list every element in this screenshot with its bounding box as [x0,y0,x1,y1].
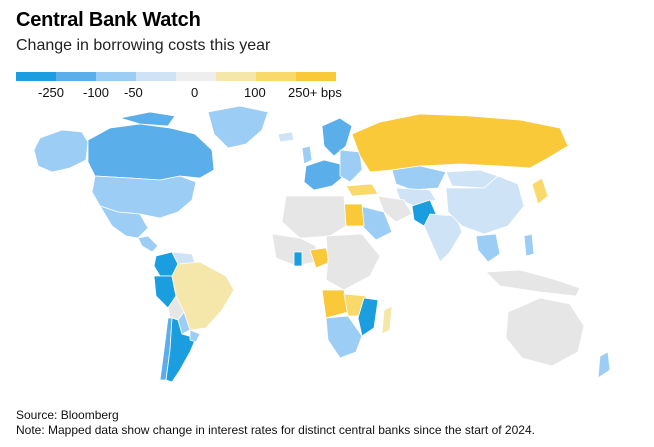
chart-subtitle: Change in borrowing costs this year [16,37,271,54]
country-china[interactable] [445,175,525,235]
country-mexico[interactable] [99,205,149,239]
country-greenland[interactable] [207,105,269,149]
legend-label-minus-100: -100 [83,85,110,100]
legend-label-100: 100 [244,85,266,100]
country-egypt[interactable] [343,203,365,227]
country-korea-japan[interactable] [531,177,549,205]
country-brazil[interactable] [171,261,235,331]
country-indonesia[interactable] [485,269,581,297]
legend-swatch-8 [296,72,336,81]
country-ghana[interactable] [293,251,303,267]
legend-labels: -250 -100 -50 0 100 250+ bps [16,85,342,101]
world-map [33,105,611,383]
country-eastern-europe[interactable] [339,149,363,183]
country-iran[interactable] [377,195,413,223]
chart-title: Central Bank Watch [16,9,201,31]
country-canada-arctic[interactable] [119,111,176,127]
country-canada[interactable] [87,123,215,181]
legend-label-minus-250: -250 [38,85,65,100]
legend-label-zero: 0 [191,85,199,100]
country-iceland[interactable] [277,131,295,143]
country-uk[interactable] [301,145,313,165]
legend-label-minus-50: -50 [124,85,143,100]
color-legend: -250 -100 -50 0 100 250+ bps [16,72,342,101]
country-scandinavia[interactable] [321,117,353,157]
legend-swatch-6 [216,72,256,81]
legend-swatch-3 [96,72,136,81]
country-uruguay[interactable] [189,329,201,343]
legend-swatch-4 [136,72,176,81]
country-argentina[interactable] [165,317,197,383]
country-madagascar[interactable] [381,305,393,335]
country-southern-africa[interactable] [325,315,363,359]
legend-label-250-plus: 250+ bps [288,85,342,100]
legend-swatch-2 [56,72,96,81]
country-central-america[interactable] [137,235,159,253]
country-north-africa[interactable] [281,195,347,239]
legend-swatch-5 [176,72,216,81]
country-central-africa[interactable] [325,233,381,291]
country-new-zealand[interactable] [597,351,611,379]
legend-color-bar [16,72,336,81]
source-note: Source: Bloomberg [16,408,119,422]
country-australia[interactable] [505,297,585,367]
country-southeast-asia[interactable] [475,233,501,263]
country-western-europe[interactable] [303,159,345,191]
country-russia[interactable] [351,113,569,173]
methodology-note: Note: Mapped data show change in interes… [16,423,535,437]
country-philippines[interactable] [523,233,535,257]
legend-swatch-1 [16,72,56,81]
country-india[interactable] [423,213,463,263]
chart-footer: Source: Bloomberg Note: Mapped data show… [16,408,535,438]
country-kazakhstan[interactable] [391,165,447,191]
country-turkey[interactable] [345,183,379,197]
country-mozambique[interactable] [357,297,379,337]
country-alaska[interactable] [33,129,89,173]
legend-swatch-7 [256,72,296,81]
